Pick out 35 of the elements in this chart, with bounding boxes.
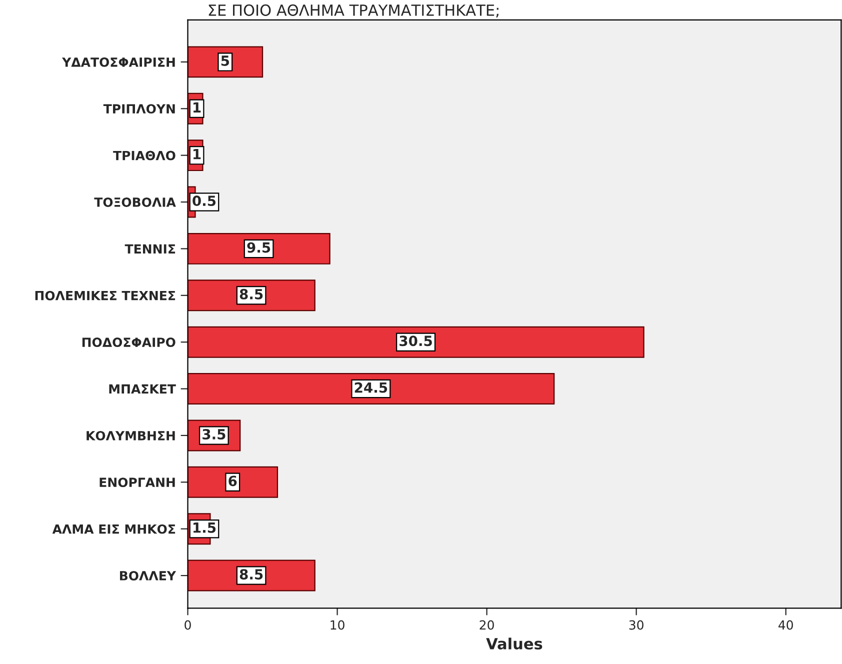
x-tick-label: 0 [184, 620, 191, 630]
bar [188, 373, 555, 405]
chart-title: ΣΕ ΠΟΙΟ ΑΘΛΗΜΑ ΤΡΑΥΜΑΤΙΣΤΗΚΑΤΕ; [208, 4, 498, 18]
y-tick-label: ΜΠΑΣΚΕΤ [109, 384, 176, 394]
data-label: 6 [228, 476, 237, 486]
y-tick-label: ΠΟΔΟΣΦΑΙΡΟ [82, 338, 176, 348]
x-tick-label: 10 [330, 620, 344, 630]
x-axis-title: Values [486, 638, 542, 650]
y-tick-label: ΒΟΛΛΕΥ [120, 571, 176, 580]
y-tick-label: ΥΔΑΤΟΣΦΑΙΡΙΣΗ [62, 57, 175, 67]
data-label: 30.5 [400, 336, 432, 346]
y-tick-label: ΚΟΛΥΜΒΗΣΗ [86, 430, 175, 440]
bar [188, 232, 330, 264]
x-tick-label: 40 [778, 620, 793, 630]
data-label: 24.5 [354, 382, 388, 393]
data-label: 0.5 [192, 196, 216, 206]
data-label: 1 [194, 102, 201, 112]
data-label: 8.5 [240, 288, 263, 300]
x-tick-label: 30 [629, 620, 644, 630]
data-label: 1 [194, 149, 201, 160]
y-tick-label: ΠΟΛΕΜΙΚΕΣ ΤΕΧΝΕΣ [35, 290, 176, 300]
bar [188, 466, 278, 498]
data-label: 9.5 [247, 242, 270, 253]
y-tick-label: ΤΡΙΑΘΛΟ [113, 150, 176, 160]
y-tick-label: ΕΝΟΡΓΑΝΗ [100, 478, 175, 488]
y-tick-label: ΤΟΞΟΒΟΛΙΑ [94, 197, 176, 207]
data-label: 8.5 [240, 569, 263, 580]
x-tick-label: 20 [480, 620, 494, 630]
bar [188, 326, 644, 358]
y-tick-label: ΤΕΝΝΙΣ [124, 244, 176, 254]
data-label: 5 [221, 56, 230, 66]
y-tick-label: ΑΛΜΑ ΕΙΣ ΜΗΚΟΣ [52, 524, 176, 534]
data-label: 3.5 [202, 428, 226, 440]
data-label: 1.5 [194, 522, 216, 533]
y-tick-label: ΤΡΙΠΛΟΥΝ [103, 104, 175, 114]
